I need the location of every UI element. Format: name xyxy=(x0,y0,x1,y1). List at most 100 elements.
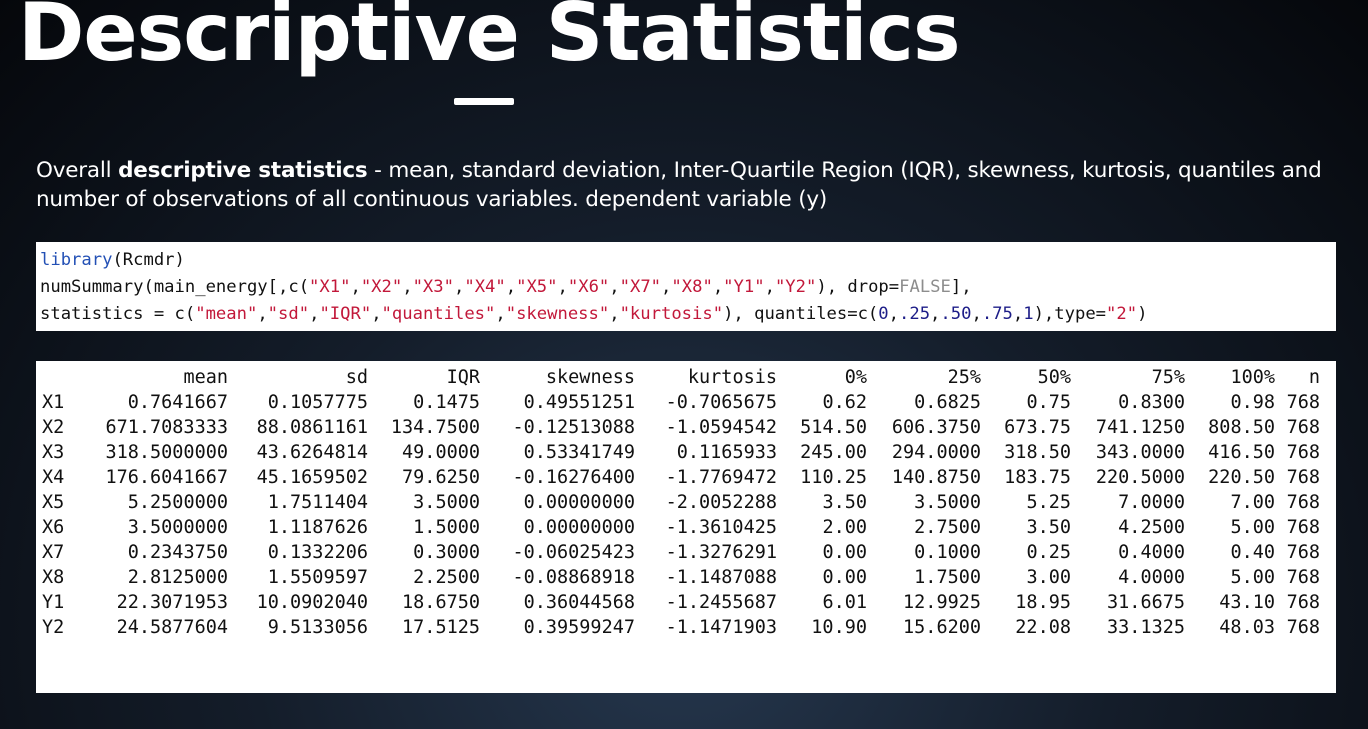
table-cell: 24.5877604 xyxy=(116,617,228,638)
code-token: "X7" xyxy=(619,277,662,297)
code-token: "X5" xyxy=(516,277,558,297)
table-cell: 110.25 xyxy=(800,467,867,488)
table-row: X5 5.2500000 1.7511404 3.5000 0.00000000 -2.0… xyxy=(42,490,1320,515)
column-header: 50% xyxy=(1037,367,1071,388)
table-cell: 0.1165933 xyxy=(676,442,777,463)
output-panel: mean sd IQR skewness kurtosis 0% 25% 50% 75% 100%… xyxy=(36,361,1336,693)
table-cell: 0.2343750 xyxy=(127,542,228,563)
code-token: "2" xyxy=(1106,304,1138,324)
description-prefix: Overall xyxy=(36,158,119,183)
code-block: library(Rcmdr) numSummary(main_energy[,c(… xyxy=(36,242,1336,331)
column-header: kurtosis xyxy=(687,367,777,388)
table-cell: -1.2455687 xyxy=(665,592,777,613)
code-token: .25 xyxy=(899,304,931,324)
table-cell: 18.6750 xyxy=(402,592,480,613)
table-cell: 673.75 xyxy=(1004,417,1071,438)
code-token: "Y1" xyxy=(723,277,765,297)
code-token: "X6" xyxy=(567,277,610,297)
code-token: , xyxy=(505,277,517,297)
table-cell: 0.49551251 xyxy=(523,392,635,413)
table-cell: 606.3750 xyxy=(891,417,981,438)
table-cell: -1.3276291 xyxy=(665,542,777,563)
table-cell: -0.12513088 xyxy=(512,417,635,438)
table-cell: 43.6264814 xyxy=(256,442,368,463)
table-cell: 768 xyxy=(1286,517,1320,538)
table-cell: 1.5509597 xyxy=(267,567,368,588)
table-cell: 1.5000 xyxy=(413,517,480,538)
table-cell: 183.75 xyxy=(1004,467,1071,488)
table-cell: 45.1659502 xyxy=(256,467,368,488)
code-token: FALSE xyxy=(899,277,951,297)
table-cell: 0.75 xyxy=(1026,392,1071,413)
table-cell: 134.7500 xyxy=(390,417,480,438)
column-header: 25% xyxy=(947,367,981,388)
table-cell: 3.5000 xyxy=(413,492,480,513)
table-cell: 0.7641667 xyxy=(127,392,228,413)
table-row: X7 0.2343750 0.1332206 0.3000 -0.06025423 -1.… xyxy=(42,540,1320,565)
table-cell: -1.0594542 xyxy=(665,417,777,438)
table-cell: 343.0000 xyxy=(1095,442,1185,463)
code-token: "Y2" xyxy=(774,277,817,297)
table-cell: 43.10 xyxy=(1219,592,1275,613)
table-cell: -0.7065675 xyxy=(665,392,777,413)
code-token: , xyxy=(371,304,382,324)
code-token: ), drop= xyxy=(816,277,900,297)
table-cell: 4.0000 xyxy=(1118,567,1185,588)
code-token: 1 xyxy=(1023,304,1034,324)
table-row: Y2 24.5877604 9.5133056 17.5125 0.39599247 -1… xyxy=(42,615,1320,640)
code-token: , xyxy=(661,277,672,297)
table-cell: 0.25 xyxy=(1026,542,1071,563)
slide-description: Overall descriptive statistics - mean, s… xyxy=(36,156,1336,214)
table-cell: 3.5000000 xyxy=(127,517,228,538)
table-cell: -1.3610425 xyxy=(665,517,777,538)
code-token: , xyxy=(309,304,320,324)
table-cell: 768 xyxy=(1286,467,1320,488)
description-suffix: - mean, standard deviation, Inter-Quarti… xyxy=(36,158,1322,212)
code-token: "skewness" xyxy=(505,304,610,324)
table-cell: 768 xyxy=(1286,617,1320,638)
code-token: "X2" xyxy=(360,277,403,297)
table-cell: 768 xyxy=(1286,392,1320,413)
code-token: , xyxy=(930,304,941,324)
table-cell: 0.00000000 xyxy=(523,492,635,513)
table-cell: 0.4000 xyxy=(1118,542,1185,563)
table-cell: 79.6250 xyxy=(402,467,480,488)
table-cell: 48.03 xyxy=(1219,617,1275,638)
table-cell: 10.90 xyxy=(811,617,867,638)
table-cell: 22.08 xyxy=(1015,617,1071,638)
row-label: X1 xyxy=(42,392,65,413)
code-token: statistics = c( xyxy=(40,304,196,324)
code-token: , xyxy=(495,304,506,324)
code-token: , xyxy=(402,277,413,297)
table-cell: -1.1487088 xyxy=(665,567,777,588)
code-token: numSummary(main_energy[,c( xyxy=(40,277,310,297)
table-cell: 3.00 xyxy=(1026,567,1071,588)
code-token: , xyxy=(557,277,568,297)
table-cell: 741.1250 xyxy=(1095,417,1185,438)
table-row: X6 3.5000000 1.1187626 1.5000 0.00000000 -1.3… xyxy=(42,515,1320,540)
code-token: (Rcmdr) xyxy=(112,250,185,270)
code-token: ) xyxy=(1137,304,1148,324)
table-cell: 220.50 xyxy=(1208,467,1275,488)
table-cell: 7.0000 xyxy=(1118,492,1185,513)
column-header: 75% xyxy=(1151,367,1185,388)
column-header: sd xyxy=(345,367,368,388)
row-label: X3 xyxy=(42,442,65,463)
code-token: "kurtosis" xyxy=(619,304,724,324)
table-row: X3 318.5000000 43.6264814 49.0000 0.53341749… xyxy=(42,440,1320,465)
table-cell: 768 xyxy=(1286,567,1320,588)
code-token: , xyxy=(609,277,620,297)
code-token: "X3" xyxy=(412,277,454,297)
table-cell: 514.50 xyxy=(800,417,867,438)
description-bold: descriptive statistics xyxy=(118,158,368,183)
code-token: "mean" xyxy=(195,304,258,324)
row-label: X7 xyxy=(42,542,65,563)
table-cell: 17.5125 xyxy=(402,617,480,638)
table-cell: 2.00 xyxy=(822,517,867,538)
table-cell: 318.50 xyxy=(1004,442,1071,463)
table-cell: 31.6675 xyxy=(1107,592,1185,613)
table-cell: 5.25 xyxy=(1026,492,1071,513)
table-row: X1 0.7641667 0.1057775 0.1475 0.49551251 -0.7… xyxy=(42,390,1320,415)
table-cell: -1.7769472 xyxy=(665,467,777,488)
code-token: 0 xyxy=(878,304,889,324)
